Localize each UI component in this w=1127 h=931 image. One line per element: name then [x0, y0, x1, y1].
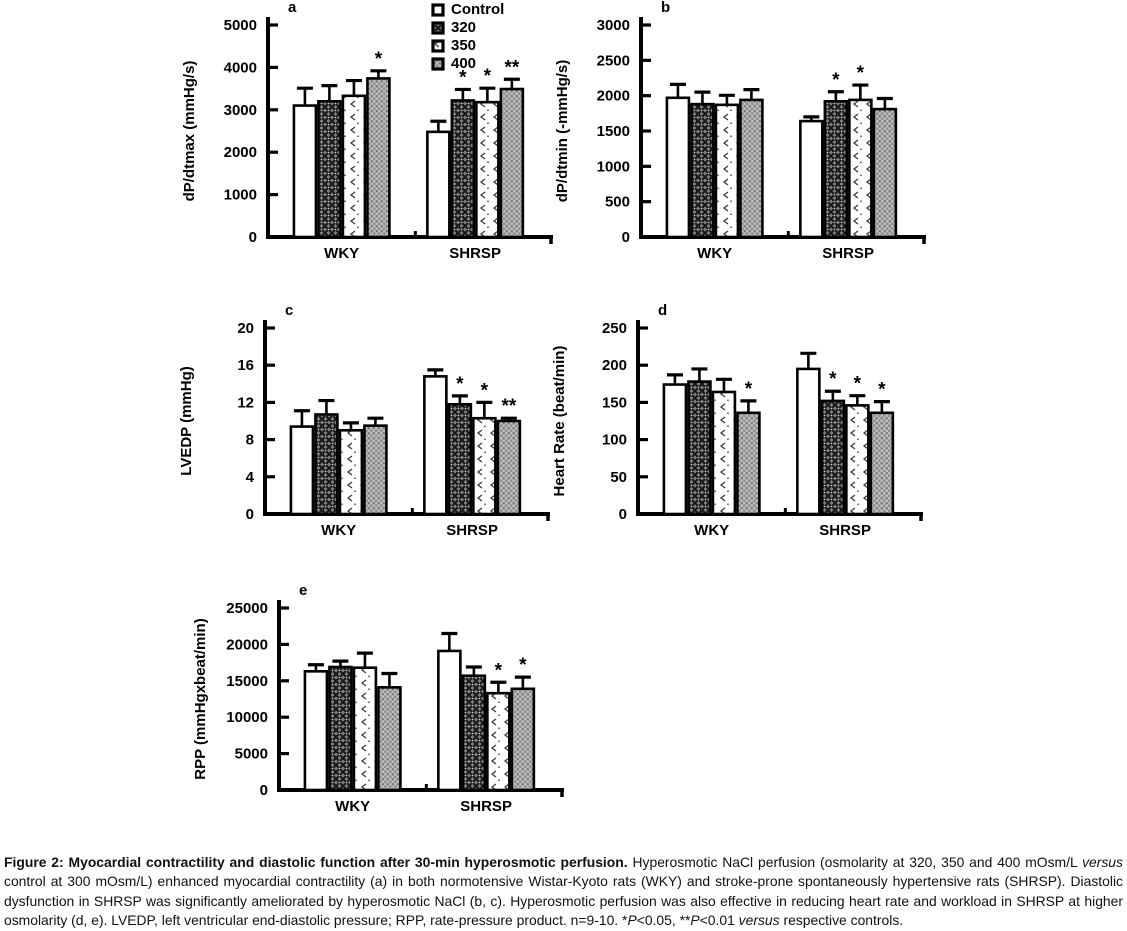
svg-text:dP/dtmax (mmHg/s): dP/dtmax (mmHg/s)	[181, 61, 198, 202]
svg-text:*: *	[832, 70, 840, 91]
svg-text:*: *	[829, 369, 837, 390]
svg-text:20: 20	[237, 320, 254, 337]
svg-text:RPP (mmHgxbeat/min): RPP (mmHgxbeat/min)	[192, 618, 209, 779]
svg-text:WKY: WKY	[694, 522, 729, 539]
chart-panel-e: 0 5000 10000 15000 20000 25000 RPP (mmHgxbeat/…	[192, 582, 564, 815]
legend-swatch-350-icon	[431, 39, 445, 53]
svg-text:**: **	[501, 396, 516, 417]
svg-text:SHRSP: SHRSP	[460, 798, 512, 815]
svg-text:*: *	[481, 380, 489, 401]
svg-text:WKY: WKY	[324, 245, 359, 262]
svg-text:*: *	[857, 63, 865, 84]
legend-item-320: 320	[431, 19, 504, 37]
svg-text:4000: 4000	[224, 59, 257, 76]
svg-text:250: 250	[602, 320, 627, 337]
legend-item-400: 400	[431, 55, 504, 73]
svg-text:500: 500	[605, 194, 630, 211]
svg-text:SHRSP: SHRSP	[449, 245, 501, 262]
figure-caption: Figure 2: Myocardial contractility and d…	[4, 853, 1123, 929]
svg-text:**: **	[504, 57, 519, 78]
svg-text:dP/dtmin (-mmHg/s): dP/dtmin (-mmHg/s)	[554, 60, 571, 203]
svg-text:3000: 3000	[597, 17, 630, 34]
svg-text:1000: 1000	[224, 187, 257, 204]
chart-panel-d: 0 50 100 150 200 250 Heart Rate (beat/min) d * WK…	[551, 302, 923, 539]
svg-text:3000: 3000	[224, 102, 257, 119]
legend-label-control: Control	[451, 1, 505, 18]
svg-text:LVEDP (mmHg): LVEDP (mmHg)	[178, 366, 195, 475]
svg-text:a: a	[288, 0, 297, 16]
svg-text:1500: 1500	[597, 123, 630, 140]
svg-text:*: *	[456, 374, 464, 395]
svg-text:50: 50	[610, 469, 627, 486]
svg-text:5000: 5000	[224, 17, 257, 34]
svg-text:WKY: WKY	[697, 245, 732, 262]
svg-text:0: 0	[622, 229, 630, 246]
svg-text:12: 12	[237, 394, 254, 411]
legend-swatch-320-icon	[431, 21, 445, 35]
svg-text:WKY: WKY	[335, 798, 370, 815]
svg-text:*: *	[459, 67, 467, 88]
svg-text:0: 0	[246, 506, 254, 523]
svg-text:0: 0	[260, 782, 268, 799]
svg-text:*: *	[854, 374, 862, 395]
svg-text:0: 0	[619, 506, 627, 523]
svg-text:15000: 15000	[226, 673, 268, 690]
svg-text:c: c	[285, 302, 293, 319]
svg-text:8: 8	[246, 432, 254, 449]
legend-swatch-400-icon	[431, 57, 445, 71]
svg-text:10000: 10000	[226, 709, 268, 726]
svg-text:4: 4	[246, 469, 255, 486]
chart-legend: Control 320 350 400	[431, 1, 504, 73]
svg-text:WKY: WKY	[321, 522, 356, 539]
svg-text:e: e	[299, 582, 307, 599]
svg-text:*: *	[519, 655, 527, 676]
svg-text:SHRSP: SHRSP	[446, 522, 498, 539]
legend-label-350: 350	[451, 37, 477, 54]
legend-swatch-control-icon	[431, 3, 445, 17]
legend-label-320: 320	[451, 19, 477, 36]
svg-text:*: *	[484, 66, 492, 87]
chart-panel-b: 0 500 1000 1500 2000 2500 3000 dP/dtmin (-mmHg/…	[554, 0, 926, 262]
svg-text:16: 16	[237, 357, 254, 374]
chart-panel-a: 0 1000 2000 3000 4000 5000 dP/dtmax (mmHg/s) a *…	[181, 0, 553, 262]
svg-text:200: 200	[602, 357, 627, 374]
svg-text:Heart Rate (beat/min): Heart Rate (beat/min)	[551, 346, 568, 497]
svg-text:*: *	[878, 380, 886, 401]
svg-text:SHRSP: SHRSP	[822, 245, 874, 262]
legend-item-control: Control	[431, 1, 504, 19]
svg-text:*: *	[745, 379, 753, 400]
svg-text:20000: 20000	[226, 636, 268, 653]
svg-text:5000: 5000	[235, 746, 268, 763]
svg-text:SHRSP: SHRSP	[819, 522, 871, 539]
legend-item-350: 350	[431, 37, 504, 55]
svg-text:d: d	[658, 302, 667, 319]
svg-text:*: *	[495, 660, 503, 681]
svg-text:2500: 2500	[597, 52, 630, 69]
svg-text:2000: 2000	[597, 88, 630, 105]
svg-text:*: *	[375, 49, 383, 70]
svg-text:150: 150	[602, 394, 627, 411]
svg-text:100: 100	[602, 432, 627, 449]
svg-text:1000: 1000	[597, 158, 630, 175]
svg-text:b: b	[661, 0, 670, 16]
svg-text:2000: 2000	[224, 144, 257, 161]
svg-text:25000: 25000	[226, 600, 268, 617]
svg-text:0: 0	[249, 229, 257, 246]
legend-label-400: 400	[451, 55, 477, 72]
